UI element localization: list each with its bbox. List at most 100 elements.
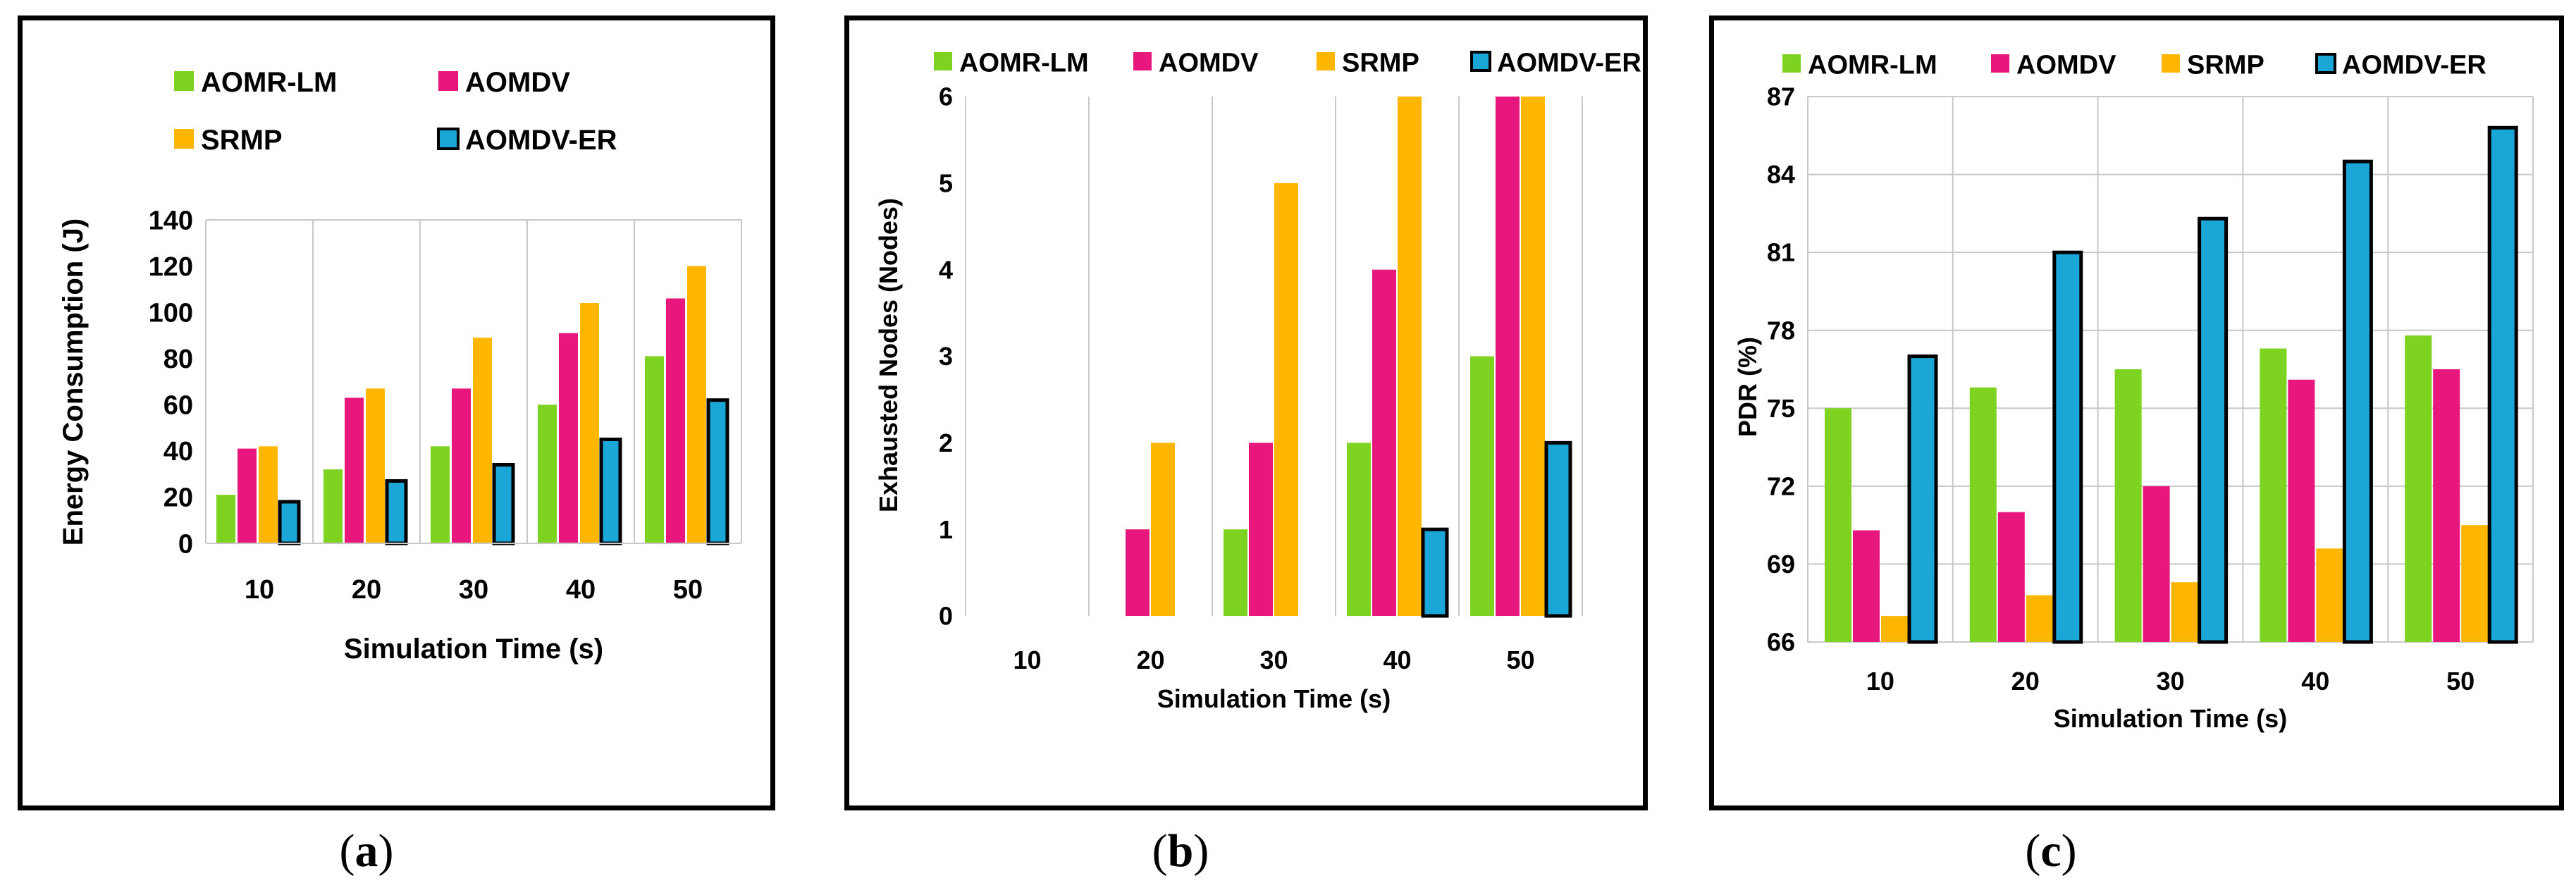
chart-c-x-tick-label: 20	[2011, 667, 2040, 696]
chart-a-bar-srmp-40	[580, 303, 599, 543]
chart-c-bar-srmp-40	[2316, 548, 2343, 642]
chart-c-bar-aomdv-er-50	[2487, 125, 2518, 644]
chart-a-bar-aomdv-10	[238, 448, 257, 543]
chart-c-bar-aomr-lm-40	[2260, 348, 2287, 642]
chart-c-y-tick-label: 81	[1767, 238, 1795, 267]
chart-c-bar-aomdv-30	[2143, 486, 2170, 642]
chart-b-x-tick-label: 10	[1013, 646, 1041, 674]
chart-b-legend-swatch-aomr-lm	[934, 52, 952, 70]
chart-a-y-tick-label: 120	[149, 252, 193, 282]
chart-c-x-tick-label: 50	[2446, 667, 2475, 696]
chart-a-bar-srmp-20	[366, 388, 385, 543]
chart-c-bar-aomdv-er-20	[2052, 250, 2083, 644]
chart-b-svg: 0 1 2 3 4 5 6 10 20 30 40 50 Simulation Time (s) Exha…	[874, 49, 1641, 713]
chart-a-bar-aomdv-30	[452, 388, 471, 543]
chart-a-bar-srmp-50	[687, 266, 706, 543]
chart-a-bar-aomdv-er-40	[599, 437, 622, 545]
chart-b-y-axis-label: Exhausted Nodes (Nodes)	[874, 198, 903, 512]
chart-a-bar-srmp-30	[473, 338, 492, 543]
chart-c-y-axis-label: PDR (%)	[1733, 337, 1762, 437]
chart-a-bar-aomdv-er-30	[492, 463, 515, 545]
chart-a-bar-aomdv-40	[559, 333, 578, 543]
chart-c-bar-aomdv-er-30	[2198, 216, 2229, 644]
chart-c-bar-srmp-30	[2171, 582, 2198, 642]
chart-a-bar-aomr-lm-50	[645, 356, 664, 543]
chart-a-x-tick-label: 20	[352, 575, 381, 605]
chart-a-legend-label-aomdv-er: AOMDV-ER	[465, 125, 617, 156]
chart-b-y-tick-label: 6	[939, 82, 953, 111]
chart-a-y-tick-label: 80	[164, 345, 193, 374]
chart-b-bar-aomdv-20	[1126, 529, 1150, 616]
chart-c-y-tick-label: 72	[1767, 471, 1795, 500]
chart-b-legend-swatch-aomdv	[1133, 52, 1152, 70]
chart-b-x-tick-label: 40	[1383, 646, 1411, 674]
chart-a-legend-swatch-aomdv-er	[437, 128, 460, 150]
chart-c-legend-swatch-aomdv	[1991, 54, 2009, 73]
chart-a-legend-swatch-aomr-lm	[174, 71, 194, 91]
chart-c-legend-label-srmp: SRMP	[2187, 51, 2264, 80]
chart-a-bar-aomdv-er-50	[706, 398, 729, 545]
chart-c-bar-aomdv-10	[1853, 530, 1880, 642]
chart-c-bar-srmp-50	[2461, 525, 2489, 642]
chart-b-bar-srmp-20	[1151, 443, 1175, 616]
chart-panel-b: 0 1 2 3 4 5 6 10 20 30 40 50 Simulation Time (s) Exha…	[844, 16, 1648, 810]
chart-a-bar-aomr-lm-20	[323, 469, 343, 543]
chart-b-y-tick-label: 5	[939, 168, 953, 197]
chart-a-bar-aomr-lm-40	[538, 405, 557, 543]
chart-c-y-tick-label: 69	[1767, 550, 1795, 579]
chart-b-bar-aomdv-er-40	[1421, 527, 1449, 618]
chart-c-x-tick-label: 40	[2301, 667, 2329, 696]
chart-c-bar-aomr-lm-50	[2405, 335, 2432, 642]
chart-b-y-tick-label: 1	[939, 515, 953, 544]
chart-a-y-axis-label: Energy Consumption (J)	[58, 218, 89, 545]
chart-a-bar-aomr-lm-30	[431, 446, 450, 543]
chart-b-y-tick-label: 2	[939, 428, 953, 457]
chart-b-bar-aomdv-er-50	[1544, 440, 1572, 618]
chart-b-bar-srmp-40	[1398, 97, 1422, 616]
chart-b-y-tick-label: 3	[939, 342, 953, 371]
chart-c-bar-srmp-20	[2026, 595, 2053, 642]
chart-c-legend-label-aomr-lm: AOMR-LM	[1808, 51, 1937, 80]
chart-a-bar-aomdv-er-10	[278, 500, 301, 545]
chart-a-bar-aomr-lm-10	[216, 495, 235, 543]
chart-c-legend-swatch-aomr-lm	[1782, 54, 1801, 73]
chart-c-svg: 66 69 72 75 78 81 84 87 10 20 30 40 50 Simulation Tim…	[1733, 51, 2534, 733]
chart-a-legend-label-aomr-lm: AOMR-LM	[201, 67, 337, 98]
chart-c-x-axis-label: Simulation Time (s)	[2054, 704, 2287, 733]
chart-b-bar-srmp-50	[1521, 97, 1545, 616]
chart-b-y-tick-label: 4	[939, 255, 953, 284]
chart-c-legend-label-aomdv: AOMDV	[2016, 51, 2116, 80]
chart-c-y-tick-label: 66	[1767, 628, 1795, 657]
caption-a: (a)	[339, 825, 394, 877]
chart-c-bar-aomdv-er-40	[2342, 159, 2373, 644]
chart-b-x-tick-label: 20	[1136, 646, 1164, 674]
chart-b-bar-srmp-30	[1274, 183, 1298, 616]
chart-b-y-tick-label: 0	[939, 602, 953, 631]
chart-a-svg: 0 20 40 60 80 100 120 140 10 20 30 40 50 Simulation T…	[58, 67, 742, 665]
caption-c: (c)	[2025, 825, 2077, 877]
chart-c-bar-srmp-10	[1881, 616, 1908, 642]
chart-b-x-axis-label: Simulation Time (s)	[1157, 684, 1391, 713]
chart-c-x-tick-label: 10	[1866, 667, 1894, 696]
chart-a-legend-swatch-srmp	[174, 129, 194, 149]
chart-a-legend-swatch-aomdv	[438, 71, 458, 91]
chart-a-y-tick-label: 100	[149, 298, 193, 328]
chart-c-bar-aomdv-50	[2433, 369, 2460, 642]
chart-panel-a: 0 20 40 60 80 100 120 140 10 20 30 40 50 Simulation T…	[18, 16, 775, 810]
chart-c-bar-aomdv-20	[1997, 512, 2025, 642]
chart-c-bar-aomdv-40	[2288, 379, 2315, 642]
chart-b-legend-swatch-aomdv-er	[1470, 51, 1491, 72]
chart-c-y-tick-label: 84	[1767, 160, 1795, 189]
caption-b: (b)	[1152, 825, 1209, 877]
chart-c-legend-label-aomdv-er: AOMDV-ER	[2342, 51, 2486, 80]
chart-b-bar-aomdv-50	[1496, 97, 1520, 616]
chart-c-bar-aomr-lm-30	[2114, 369, 2142, 642]
chart-c-legend-swatch-aomdv-er	[2315, 53, 2336, 74]
chart-a-x-axis-label: Simulation Time (s)	[344, 634, 603, 665]
chart-a-x-tick-label: 10	[245, 575, 274, 605]
chart-b-bar-aomr-lm-40	[1347, 443, 1371, 616]
chart-a-bar-aomdv-20	[345, 397, 364, 543]
chart-c-y-tick-label: 75	[1767, 394, 1795, 423]
chart-b-x-tick-label: 50	[1506, 646, 1534, 674]
chart-a-legend-label-aomdv: AOMDV	[465, 67, 570, 98]
